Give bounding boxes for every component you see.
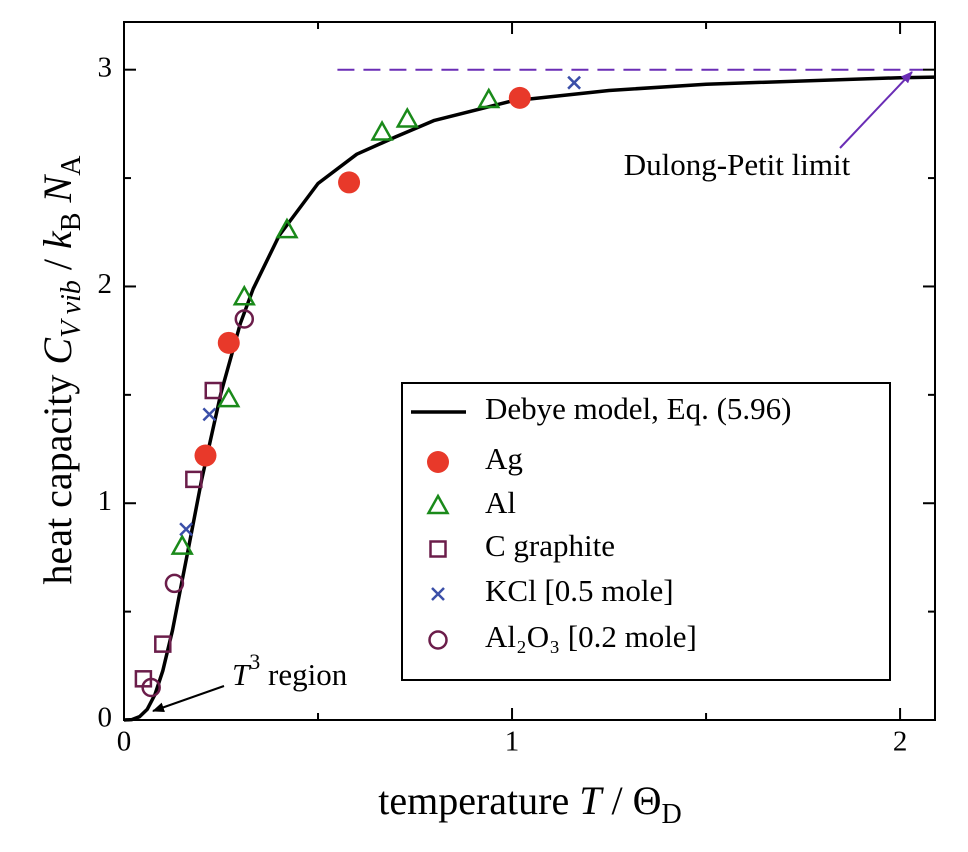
point: [185, 470, 203, 489]
point: [234, 309, 255, 329]
annotation-arrow: [839, 71, 913, 149]
point: [395, 106, 419, 128]
annotation: Dulong-Petit limit: [624, 147, 851, 182]
point: [217, 331, 240, 354]
legend: Debye model, Eq. (5.96) Ag Al C graphite KCl…: [401, 382, 891, 681]
legend-marker: [429, 540, 447, 558]
point: [154, 635, 172, 653]
legend-label: C graphite: [485, 528, 615, 563]
point: [232, 284, 256, 306]
y-axis-label: heat capacity CV vib / kB NA: [35, 155, 87, 585]
y-tick-label: 0: [98, 702, 113, 734]
point: [202, 407, 217, 422]
line: [123, 75, 936, 722]
point: [141, 677, 161, 698]
point: [179, 522, 193, 537]
y-tick-label: 1: [98, 485, 113, 517]
legend-marker: [431, 587, 445, 601]
x-axis-label: temperature T / ΘD: [378, 778, 681, 830]
point: [204, 381, 222, 400]
annotation-arrow: [152, 685, 225, 713]
y-tick-label: 2: [98, 268, 113, 300]
x-tick-label: 0: [117, 726, 132, 758]
legend-marker: [427, 451, 449, 473]
legend-label: Al: [485, 485, 516, 520]
plot-frame: [123, 21, 936, 721]
legend-box: [401, 382, 891, 681]
point: [217, 386, 241, 408]
point: [275, 217, 299, 239]
annotation: T3 region: [232, 649, 348, 692]
point: [508, 86, 531, 109]
legend-label: Al₂O₃ [0.2 mole]: [485, 619, 697, 654]
x-tick-label: 1: [505, 726, 520, 758]
point: [477, 87, 501, 109]
point: [170, 534, 194, 555]
legend-label: KCl [0.5 mole]: [485, 573, 674, 608]
legend-marker: [426, 493, 450, 515]
legend-marker: [428, 630, 448, 650]
point: [567, 75, 582, 90]
y-tick-label: 3: [98, 51, 113, 83]
point: [370, 119, 394, 141]
point: [164, 573, 185, 594]
point: [194, 444, 217, 467]
point: [338, 171, 361, 194]
x-tick-label: 2: [893, 726, 908, 758]
legend-label: Debye model, Eq. (5.96): [485, 391, 791, 426]
legend-label: Ag: [485, 441, 523, 476]
